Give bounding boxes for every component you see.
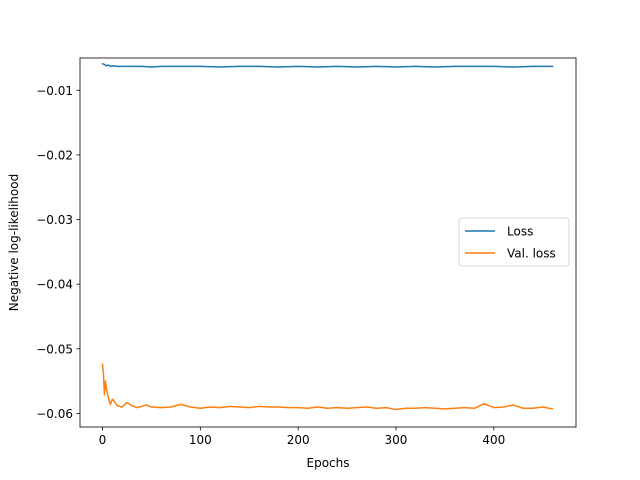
series-line-loss <box>101 62 554 68</box>
y-axis-ticks: −0.01 −0.02 −0.03 −0.04 −0.05 −0.06 <box>36 84 80 421</box>
y-tick-label: −0.01 <box>36 84 73 98</box>
x-axis-label: Epochs <box>307 456 350 470</box>
y-axis-label: Negative log-likelihood <box>7 174 21 311</box>
y-tick-label: −0.06 <box>36 407 73 421</box>
series-line-val-loss <box>101 363 554 411</box>
x-tick-label: 300 <box>385 433 408 447</box>
x-axis-ticks: 0 100 200 300 400 <box>99 427 505 447</box>
series-layer <box>101 62 554 411</box>
legend-label-loss: Loss <box>507 225 533 239</box>
axes-frame <box>79 57 577 428</box>
y-tick-label: −0.02 <box>36 148 73 162</box>
legend: Loss Val. loss <box>458 217 570 267</box>
x-tick-label: 400 <box>482 433 505 447</box>
x-tick-label: 100 <box>189 433 212 447</box>
x-tick-label: 0 <box>99 433 107 447</box>
legend-box <box>458 217 570 267</box>
y-tick-label: −0.03 <box>36 213 73 227</box>
y-tick-label: −0.04 <box>36 278 73 292</box>
x-tick-label: 200 <box>287 433 310 447</box>
legend-label-val-loss: Val. loss <box>507 247 556 261</box>
y-tick-label: −0.05 <box>36 342 73 356</box>
